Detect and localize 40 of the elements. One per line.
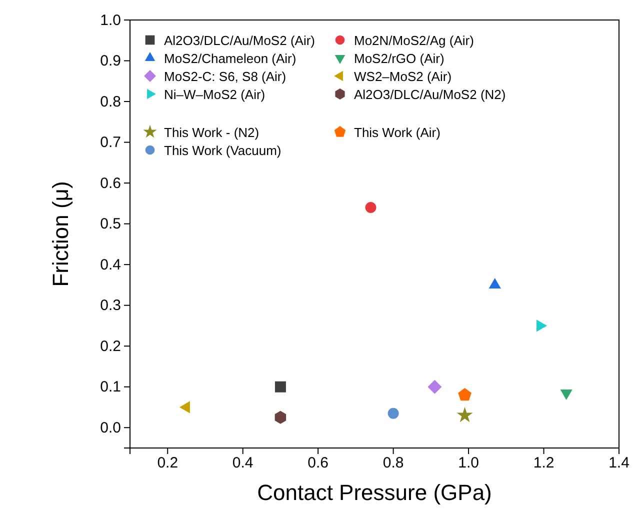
legend-label: MoS2/Chameleon (Air)	[164, 51, 296, 66]
point	[388, 408, 399, 419]
point	[179, 401, 190, 414]
y-tick-label: 0.1	[100, 378, 121, 396]
point	[274, 381, 286, 392]
y-tick-label: 0.3	[100, 297, 121, 314]
x-tick-label: 0.2	[157, 454, 178, 472]
x-tick-label: 0.4	[232, 454, 254, 472]
point	[428, 380, 442, 394]
x-axis-title: Contact Pressure (GPa)	[257, 480, 492, 505]
legend-label: Al2O3/DLC/Au/MoS2 (N2)	[354, 87, 506, 102]
legend-label: This Work - (N2)	[164, 125, 260, 140]
point	[458, 388, 472, 401]
legend-label: Mo2N/MoS2/Ag (Air)	[354, 33, 474, 48]
point	[274, 410, 286, 424]
legend-label: This Work (Air)	[354, 125, 440, 140]
y-tick-label: 0.9	[100, 52, 121, 70]
y-tick-label: 0.4	[100, 256, 121, 274]
x-tick-label: 0.6	[308, 454, 329, 472]
legend-label: This Work (Vacuum)	[164, 143, 282, 158]
legend-label: MoS2/rGO (Air)	[354, 51, 444, 66]
y-tick-label: 0.8	[100, 93, 121, 110]
legend-label: WS2–MoS2 (Air)	[354, 69, 452, 84]
x-tick-label: 0.8	[382, 454, 404, 472]
y-tick-label: 0.6	[100, 174, 121, 192]
y-tick-label: 0.0	[100, 419, 121, 436]
y-tick-label: 0.2	[100, 338, 121, 355]
y-axis-title: Friction (μ)	[48, 181, 73, 287]
y-tick-label: 1.0	[100, 12, 121, 29]
y-tick-label: 0.7	[100, 134, 121, 152]
y-tick-label: 0.5	[100, 216, 121, 233]
x-tick-label: 1.0	[458, 454, 479, 472]
x-tick-label: 1.2	[533, 454, 554, 472]
legend-label: MoS2-C: S6, S8 (Air)	[164, 69, 286, 84]
legend-label: Al2O3/DLC/Au/MoS2 (Air)	[164, 33, 315, 48]
x-tick-label: 1.4	[608, 454, 630, 472]
legend-label: Ni–W–MoS2 (Air)	[164, 87, 266, 102]
point	[456, 406, 473, 422]
point	[365, 202, 376, 213]
point	[536, 320, 548, 332]
